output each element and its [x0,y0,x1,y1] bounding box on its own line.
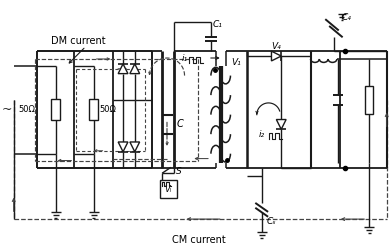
Text: V₄: V₄ [271,42,281,51]
Text: C: C [177,119,183,129]
Text: C₁: C₁ [213,20,223,29]
Text: Cₛ: Cₛ [267,217,276,226]
Polygon shape [271,51,281,61]
Text: S: S [176,167,181,176]
Bar [365,86,373,114]
Text: V₁: V₁ [231,58,241,67]
Text: CM current: CM current [172,235,226,245]
Text: ~: ~ [1,103,12,116]
Text: 50Ω: 50Ω [100,105,117,114]
Polygon shape [130,64,140,74]
Text: i₂: i₂ [259,130,265,139]
Polygon shape [118,142,128,152]
Polygon shape [130,142,140,152]
Polygon shape [118,64,128,74]
Bar [90,99,98,121]
Bar [160,180,177,198]
Text: C₄: C₄ [342,13,352,23]
Text: i₁: i₁ [182,55,188,63]
Bar [51,99,60,121]
Polygon shape [276,120,286,129]
Text: DM current: DM current [51,36,106,46]
Text: 50Ω: 50Ω [18,105,35,114]
Text: Vₗ: Vₗ [164,185,172,194]
